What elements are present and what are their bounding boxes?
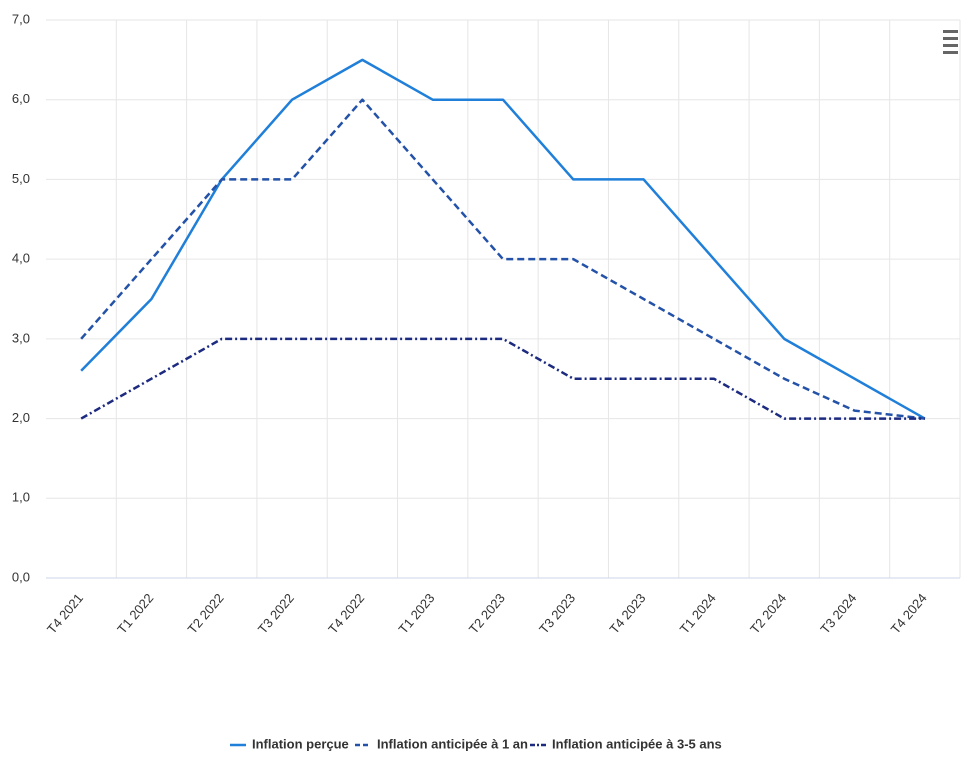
x-tick-label: T2 2022: [185, 590, 227, 636]
menu-icon[interactable]: [943, 30, 958, 54]
y-tick-label: 1,0: [12, 490, 30, 505]
x-tick-label: T3 2022: [255, 590, 297, 636]
x-tick-label: T2 2024: [747, 590, 789, 636]
x-tick-label: T2 2023: [466, 590, 508, 636]
x-tick-label: T1 2022: [114, 590, 156, 636]
y-tick-label: 6,0: [12, 91, 30, 106]
legend-label[interactable]: Inflation anticipée à 3-5 ans: [552, 736, 722, 751]
x-tick-label: T4 2023: [606, 590, 648, 636]
x-tick-label: T4 2024: [888, 590, 930, 636]
menu-bar: [943, 44, 958, 47]
x-tick-label: T4 2021: [44, 590, 86, 636]
x-tick-label: T1 2023: [395, 590, 437, 636]
y-tick-label: 4,0: [12, 251, 30, 266]
legend-label[interactable]: Inflation anticipée à 1 an: [377, 736, 528, 751]
y-tick-label: 7,0: [12, 11, 30, 26]
y-tick-label: 3,0: [12, 330, 30, 345]
series-line: [80, 337, 925, 420]
series-line: [80, 98, 925, 420]
x-tick-label: T3 2024: [817, 590, 859, 636]
y-tick-label: 2,0: [12, 410, 30, 425]
series-line: [80, 58, 926, 420]
menu-bar: [943, 51, 958, 54]
y-tick-label: 5,0: [12, 171, 30, 186]
legend-label[interactable]: Inflation perçue: [252, 736, 349, 751]
menu-bar: [943, 37, 958, 40]
y-tick-label: 0,0: [12, 569, 30, 584]
menu-bar: [943, 30, 958, 33]
x-tick-label: T1 2024: [677, 590, 719, 636]
x-tick-label: T4 2022: [325, 590, 367, 636]
x-tick-label: T3 2023: [536, 590, 578, 636]
